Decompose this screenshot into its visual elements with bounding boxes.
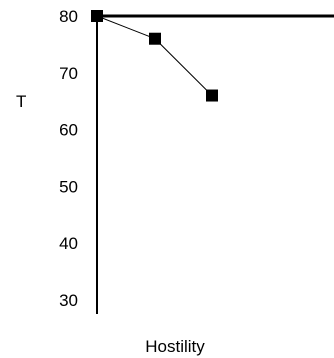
x-axis-label: Hostility	[145, 337, 205, 356]
data-point-marker	[149, 32, 161, 45]
y-tick-label: 60	[59, 121, 78, 140]
y-tick-label: 40	[59, 234, 78, 253]
series-markers	[91, 10, 218, 102]
y-tick-label: 50	[59, 177, 78, 196]
y-tick-label: 30	[59, 291, 78, 310]
y-tick-label: 70	[59, 64, 78, 83]
data-point-marker	[206, 89, 218, 102]
y-tick-label: 80	[59, 7, 78, 26]
series-line	[96, 15, 213, 96]
y-axis-label: T	[16, 92, 26, 111]
y-tick-labels: 30 40 50 60 70 80	[59, 7, 78, 310]
data-point-marker	[91, 10, 103, 22]
